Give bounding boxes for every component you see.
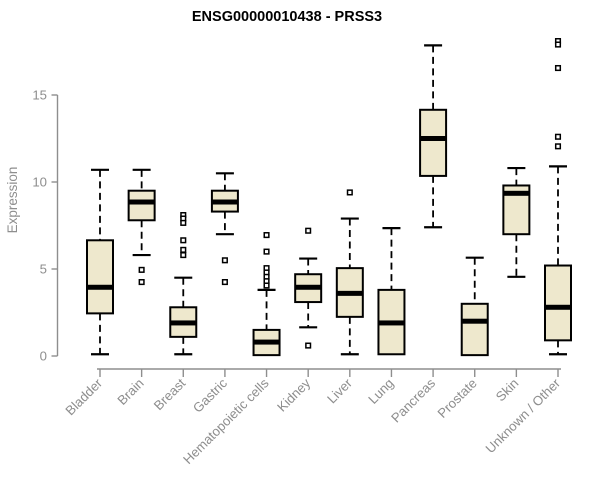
x-tick-label: Lung (365, 376, 396, 407)
x-tick-label: Pancreas (388, 375, 438, 425)
outlier-point (221, 257, 228, 264)
median-line (545, 304, 571, 310)
outlier-point (346, 189, 353, 196)
outlier-point (180, 219, 187, 226)
box (460, 302, 489, 357)
median-line (295, 284, 322, 290)
box (544, 264, 572, 342)
outlier-point (263, 248, 270, 255)
outlier-point (263, 282, 270, 289)
box-group (544, 38, 572, 356)
y-tick-label: 0 (40, 349, 47, 364)
box-group (377, 227, 406, 356)
y-tick-label: 5 (40, 262, 47, 277)
x-tick-label: Kidney (274, 375, 313, 414)
box-group (86, 168, 114, 356)
median-line (87, 284, 113, 290)
outlier-point (554, 41, 562, 48)
median-line (503, 190, 530, 196)
box-group (335, 189, 364, 356)
outlier-point (554, 143, 562, 150)
outlier-point (305, 227, 312, 234)
box-group (460, 256, 489, 357)
median-line (211, 199, 238, 205)
x-tick-label: Brain (114, 376, 146, 408)
box-group (210, 172, 239, 286)
median-line (170, 320, 197, 326)
outlier-point (138, 266, 145, 273)
y-tick-label: 10 (32, 175, 47, 190)
chart-title: ENSG00000010438 - PRSS3 (192, 9, 382, 25)
median-line (378, 320, 405, 326)
x-tick-label: Gastric (190, 375, 230, 415)
box-group (169, 212, 198, 356)
median-line (420, 136, 447, 141)
box-group (252, 232, 281, 357)
median-line (461, 318, 488, 324)
y-axis-label: Expression (5, 167, 20, 234)
median-line (253, 339, 280, 345)
box (419, 108, 448, 177)
outlier-point (221, 279, 228, 286)
box-group (419, 44, 448, 229)
box (86, 239, 114, 315)
y-tick-label: 15 (32, 88, 47, 103)
x-tick-label: Unknown / Other (483, 375, 564, 456)
x-tick-label: Liver (324, 375, 355, 406)
outlier-point (180, 246, 187, 253)
x-tick-label: Prostate (435, 376, 480, 421)
box-group (127, 168, 156, 286)
box (127, 189, 156, 222)
median-line (336, 290, 363, 296)
x-tick-label: Bladder (62, 375, 105, 418)
box-group (502, 166, 531, 278)
box-group (294, 227, 323, 349)
outlier-point (305, 342, 312, 349)
outlier-point (180, 237, 187, 244)
outlier-point (554, 133, 562, 140)
x-tick-label: Breast (151, 375, 189, 413)
x-tick-label: Skin (493, 376, 522, 405)
outlier-point (180, 252, 187, 259)
median-line (128, 199, 155, 205)
outlier-point (554, 64, 562, 72)
outlier-point (263, 232, 270, 239)
outlier-point (138, 279, 145, 286)
